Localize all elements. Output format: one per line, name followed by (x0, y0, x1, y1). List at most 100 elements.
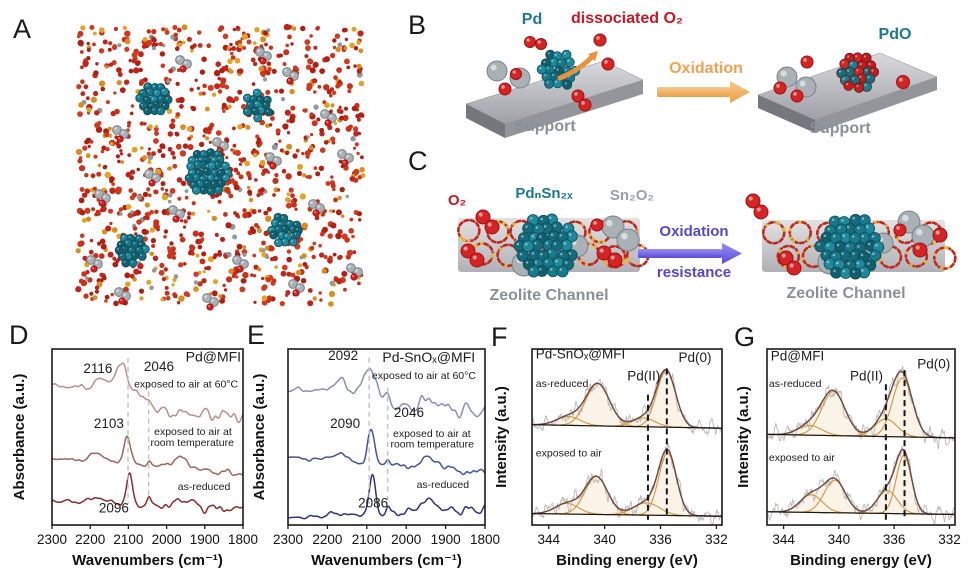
raw-signal (767, 444, 955, 525)
chart-annotation: exposed to air at (154, 426, 232, 438)
chart-annotation: 2116 (83, 361, 112, 376)
chart-annotation: room temperature (150, 437, 234, 449)
spectrum-curve (52, 435, 243, 477)
panel-label-e: E (247, 320, 266, 350)
chart-annotation: Pd(II) (850, 369, 883, 384)
pdo-label: PdO (878, 26, 912, 43)
x-tick-label: 332 (705, 532, 728, 547)
chart-annotation: exposed to air at 60°C (134, 379, 238, 391)
chart-annotation: 2096 (99, 501, 129, 516)
axes-box (287, 348, 486, 526)
fit-envelope (767, 448, 955, 516)
zeolite-channel-left (457, 209, 650, 278)
x-tick-label: 336 (649, 532, 672, 547)
snox-site-spheres (86, 47, 363, 311)
y-axis-title: Absorbance (a.u.) (251, 374, 268, 501)
pd-nanoparticles (114, 82, 303, 268)
xps-chart-pdsnox-mfi: 344 340 336 332 Binding energy (eV) Intensity… (493, 347, 728, 569)
chart-annotation: Pd(0) (679, 350, 712, 365)
baseline (767, 511, 955, 515)
baseline (532, 424, 722, 429)
chart-annotation: Pd-SnOₓ@MFI (382, 349, 475, 365)
x-axis-title: Wavenumbers (cm⁻¹) (72, 552, 223, 569)
x-tick-label: 340 (828, 532, 851, 547)
x-tick-label: 2100 (352, 532, 382, 547)
chart-annotation: Pd@MFI (186, 348, 241, 364)
spectrum-curve (52, 362, 243, 424)
zeolite-framework-illustration (75, 23, 366, 311)
o2-spillover-arrow (557, 54, 595, 81)
chart-annotation: as-reduced (178, 481, 231, 493)
chart-annotation: as-reduced (536, 378, 589, 390)
spectrum-curve (288, 473, 485, 520)
pdo-cluster-right (773, 52, 910, 103)
support-left-label: Support (514, 118, 576, 135)
chart-annotation: exposed to air (536, 447, 602, 459)
spectrum-curve (288, 367, 485, 419)
x-axis-title: Wavenumbers (cm⁻¹) (311, 552, 462, 569)
panel-label-a: A (13, 14, 32, 44)
x-axis-title: Binding energy (eV) (556, 552, 698, 569)
ir-spectra-chart-pdsnox-mfi: 2300 2200 2100 2000 1900 1800 Wavenumbers (cm⁻… (251, 348, 500, 569)
baseline (532, 513, 722, 517)
panel-label-c: C (408, 146, 428, 176)
baseline (767, 433, 955, 439)
chart-annotation: Pd@MFI (771, 348, 824, 363)
o2-label: O₂ (447, 192, 467, 209)
x-tick-label: 344 (772, 532, 795, 547)
y-axis-title: Intensity (a.u.) (493, 386, 510, 488)
chart-annotation: Pd-SnOₓ@MFI (536, 347, 625, 362)
x-axis-title: Binding energy (eV) (790, 552, 932, 569)
x-tick-label: 1800 (228, 532, 258, 547)
zeolite-channel-left-label: Zeolite Channel (489, 287, 609, 304)
x-tick-label: 2200 (312, 532, 342, 547)
chart-annotation: 2103 (94, 416, 124, 431)
plot-area (767, 366, 955, 525)
fit-envelope (532, 448, 722, 517)
zeolite-channel-right (745, 193, 957, 280)
ir-spectra-chart-pd-mfi: 2300 2200 2100 2000 1900 1800 Wavenumbers (cm⁻… (11, 348, 258, 569)
x-tick-label: 340 (593, 532, 616, 547)
y-axis-title: Intensity (a.u.) (735, 386, 752, 488)
raw-signal (767, 366, 955, 450)
chart-annotation: 2046 (144, 359, 174, 374)
x-tick-label: 2300 (273, 532, 303, 547)
panel-label-b: B (408, 10, 427, 40)
x-tick-label: 1900 (431, 532, 461, 547)
fit-envelope (532, 368, 722, 429)
plot-area (288, 367, 485, 520)
chart-annotation: as-reduced (769, 378, 822, 390)
plot-area (532, 368, 722, 525)
plot-area (52, 362, 243, 515)
x-tick-label: 332 (938, 532, 961, 547)
chart-annotation: as-reduced (417, 479, 470, 491)
panel-label-f: F (491, 322, 508, 352)
chart-annotation: 2086 (358, 495, 388, 510)
oxidation-label: Oxidation (669, 60, 743, 77)
chart-annotation: exposed to air (769, 452, 835, 464)
zeolite-channel-right-label: Zeolite Channel (786, 285, 906, 302)
zeolite-channel-illustration (457, 193, 957, 280)
support-right-label: Support (809, 120, 871, 137)
dissociated-o2-label: dissociated O₂ (570, 10, 684, 27)
chart-annotation: exposed to air at 60°C (372, 370, 476, 382)
chart-annotation: room temperature (390, 439, 474, 451)
support-oxidation-illustration (465, 33, 938, 138)
xps-chart-pd-mfi: 344 340 336 332 Binding energy (eV) Intensity… (735, 348, 961, 569)
spectrum-curve (52, 471, 243, 515)
fit-envelope (767, 370, 955, 439)
pd-label: Pd (521, 11, 543, 28)
x-tick-label: 344 (537, 532, 560, 547)
axes-box (766, 348, 956, 526)
panel-label-g: G (734, 322, 756, 352)
oxidation-resistance-label-1: Oxidation (659, 223, 729, 240)
chart-annotation: 2090 (330, 416, 360, 431)
x-tick-label: 1800 (470, 532, 500, 547)
axes-box (51, 348, 244, 526)
x-tick-label: 2100 (113, 532, 143, 547)
axes-box (531, 348, 723, 526)
x-tick-label: 2000 (152, 532, 182, 547)
chart-annotation: Pd(II) (627, 369, 660, 384)
sn2o2-label: Sn₂O₂ (609, 187, 655, 204)
